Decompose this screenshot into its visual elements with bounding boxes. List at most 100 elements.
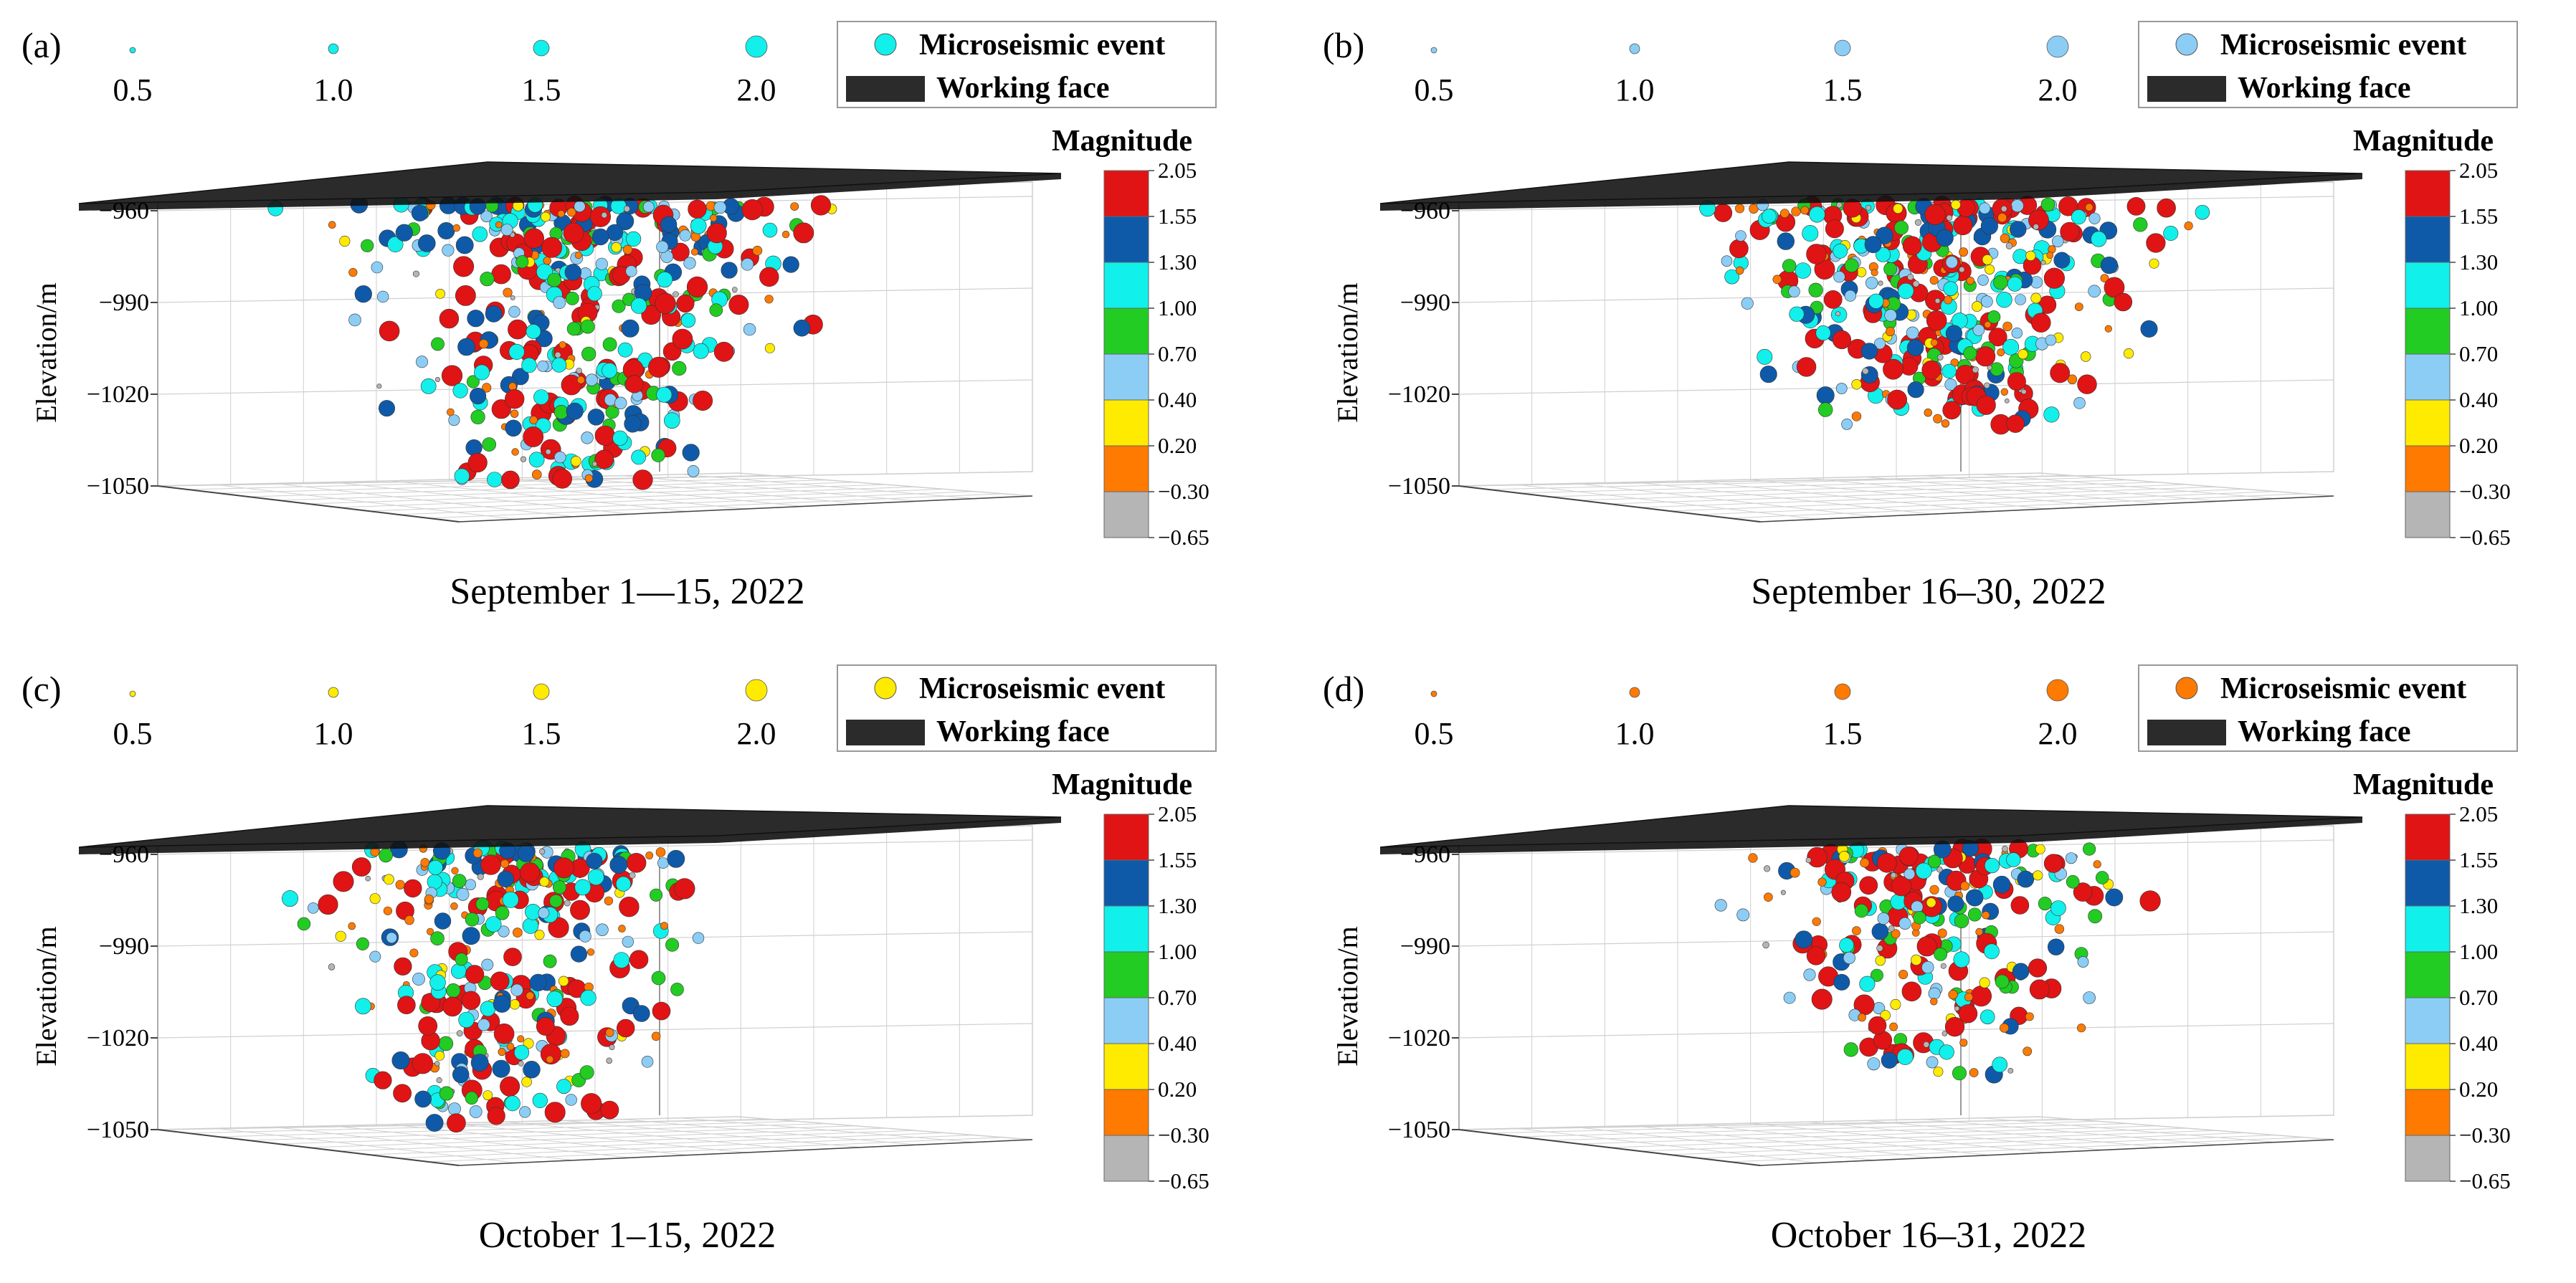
event-point (1862, 368, 1869, 375)
floor-grid-line (622, 1119, 918, 1145)
event-point (1952, 1066, 1967, 1081)
y-tick-label: −990 (99, 933, 149, 960)
event-point (2031, 313, 2051, 333)
size-legend-marker-2-0 (745, 679, 768, 702)
legend-face-swatch (2147, 76, 2226, 102)
colorbar-segment (2405, 1135, 2451, 1182)
event-point (430, 931, 445, 946)
colorbar-segment (1103, 491, 1149, 538)
event-point (566, 322, 581, 336)
event-point (424, 894, 434, 904)
event-point (1854, 904, 1869, 918)
event-point (1800, 206, 1810, 215)
event-point (2025, 1012, 2034, 1021)
event-point (513, 1044, 530, 1061)
event-point (1721, 255, 1733, 267)
colorbar-segment (2405, 951, 2451, 998)
event-point (436, 1077, 442, 1084)
event-point (2047, 938, 2065, 955)
event-point (2105, 888, 2124, 907)
event-point (365, 875, 371, 882)
floor-plane (1458, 1116, 2334, 1166)
event-point (782, 256, 799, 273)
event-point (391, 1051, 410, 1069)
event-point (486, 472, 503, 487)
event-point (455, 285, 476, 306)
event-point (1940, 963, 1947, 969)
panel-title: October 1–15, 2022 (479, 1215, 776, 1256)
event-point (1929, 884, 1939, 895)
colorbar-segment (1103, 399, 1149, 447)
event-point (1937, 928, 1947, 938)
event-point (728, 295, 749, 315)
legend-box: Microseismic event Working face (2138, 21, 2518, 108)
event-point (1927, 854, 1941, 869)
event-point (1780, 889, 1786, 895)
event-point (1966, 277, 1974, 285)
event-point (1984, 858, 2000, 874)
colorbar-segment (2405, 170, 2451, 217)
legend-box: Microseismic event Working face (837, 664, 1217, 752)
y-tick-label: −1020 (87, 381, 149, 408)
event-point (602, 337, 617, 352)
colorbar-tick-label: 2.05 (1158, 158, 1197, 183)
event-point (1772, 275, 1782, 285)
event-point (505, 1095, 521, 1112)
event-point (470, 409, 485, 424)
event-point (465, 912, 480, 927)
colorbar-segment (2405, 905, 2451, 953)
event-point (508, 319, 528, 340)
event-point (1972, 366, 1979, 373)
event-point (505, 419, 522, 437)
event-point (2010, 221, 2027, 238)
event-point (442, 996, 462, 1017)
floor-edge (1458, 485, 1761, 523)
event-point (1984, 943, 2000, 960)
event-point (534, 930, 545, 940)
event-point (495, 905, 510, 920)
event-point (1954, 1006, 1960, 1011)
colorbar-segment (1103, 353, 1149, 401)
event-point (348, 268, 358, 277)
event-point (1764, 892, 1773, 902)
event-point (522, 917, 539, 934)
event-point (1959, 247, 1968, 257)
event-point (2100, 274, 2109, 282)
floor-grid-line (447, 1122, 746, 1153)
event-point (434, 912, 452, 930)
colorbar-tick-label: 1.55 (1158, 847, 1197, 872)
event-point (2157, 198, 2176, 218)
event-point (560, 1049, 570, 1059)
event-point (2126, 196, 2146, 216)
event-point (1889, 1022, 1898, 1031)
event-point (441, 365, 463, 386)
colorbar-segment (2405, 399, 2451, 447)
event-point (609, 856, 628, 874)
event-point (623, 205, 630, 212)
event-point (2073, 882, 2093, 902)
event-point (1953, 951, 1970, 968)
event-point (1934, 947, 1948, 961)
event-point (692, 932, 705, 944)
event-point (465, 879, 477, 891)
colorbar-tick-label: 2.05 (1158, 801, 1197, 826)
event-point (1934, 297, 1941, 304)
event-point (450, 963, 467, 979)
event-point (1959, 266, 1965, 273)
event-point (1795, 930, 1813, 949)
event-point (581, 1093, 602, 1115)
event-point (1984, 320, 1992, 328)
event-point (570, 900, 590, 920)
floor-edge (1458, 1129, 1761, 1166)
event-point (2060, 221, 2080, 242)
event-point (2045, 334, 2057, 346)
colorbar-tick-label: 0.40 (1158, 1031, 1197, 1056)
colorbar-segment (1103, 1135, 1149, 1182)
y-tick-label: −990 (99, 290, 149, 316)
event-point (541, 211, 551, 222)
colorbar-tick-label: 2.05 (2459, 801, 2498, 826)
event-point (626, 852, 647, 873)
floor-edge (157, 485, 460, 523)
colorbar: Magnitude 2.05 1.55 1.30 1.00 0.70 0.40 … (2353, 768, 2511, 1193)
event-point (553, 857, 574, 879)
